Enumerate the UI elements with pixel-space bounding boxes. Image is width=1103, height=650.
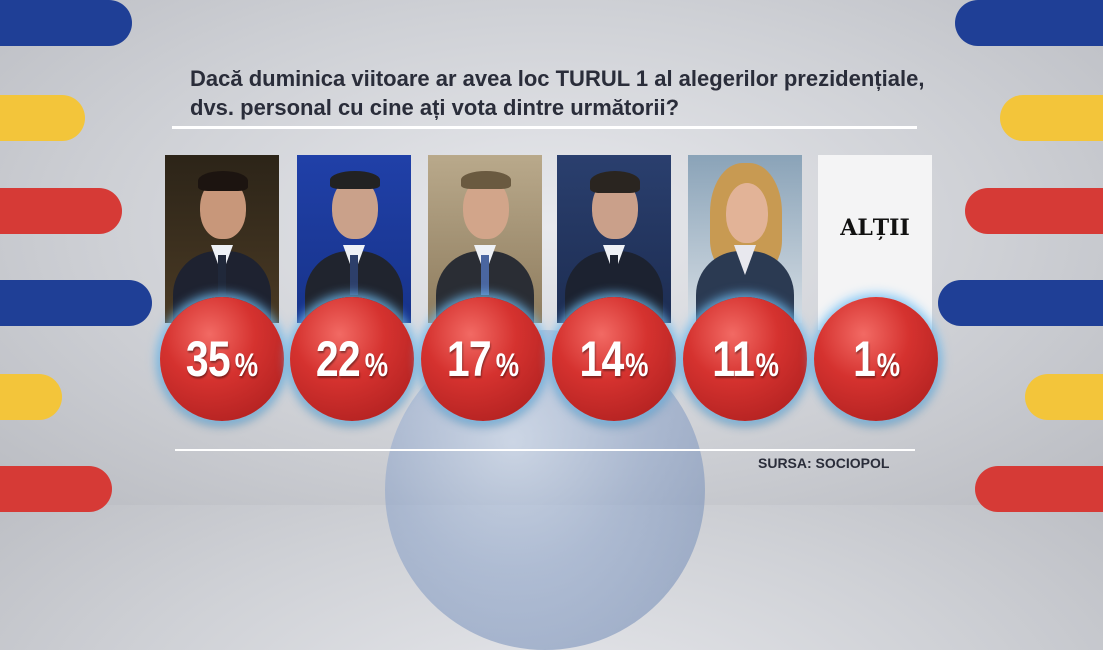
decor-stripe-yellow bbox=[1025, 374, 1103, 420]
value-label-6: 1 bbox=[852, 331, 876, 387]
decor-stripe-yellow bbox=[0, 374, 62, 420]
decor-stripe-red bbox=[975, 466, 1103, 512]
value-label-1: 35 bbox=[186, 331, 231, 387]
value-label-2: 22 bbox=[316, 331, 361, 387]
value-bubble-3: 17% bbox=[421, 297, 545, 421]
percent-sign: % bbox=[755, 347, 778, 383]
decor-stripe-blue bbox=[0, 280, 152, 326]
value-label-3: 17 bbox=[447, 331, 492, 387]
footer-divider bbox=[175, 449, 915, 451]
candidate-photo-5 bbox=[688, 155, 802, 323]
percent-sign: % bbox=[876, 347, 900, 383]
decor-stripe-blue bbox=[0, 0, 132, 46]
decor-stripe-red bbox=[0, 466, 112, 512]
percent-sign: % bbox=[365, 347, 388, 383]
value-bubble-2: 22% bbox=[290, 297, 414, 421]
value-bubble-4: 14% bbox=[552, 297, 676, 421]
value-label-4: 14 bbox=[579, 331, 625, 387]
title-divider bbox=[172, 126, 917, 129]
decor-stripe-red bbox=[0, 188, 122, 234]
question-title: Dacă duminica viitoare ar avea loc TURUL… bbox=[190, 66, 925, 120]
value-bubble-6: 1% bbox=[814, 297, 938, 421]
decor-stripe-blue bbox=[938, 280, 1103, 326]
decor-stripe-yellow bbox=[0, 95, 85, 141]
decor-stripe-red bbox=[965, 188, 1103, 234]
source-label: SURSA: SOCIOPOL bbox=[758, 455, 890, 471]
value-bubble-5: 11% bbox=[683, 297, 807, 421]
others-label: ALȚII bbox=[840, 215, 910, 241]
decor-stripe-yellow bbox=[1000, 95, 1103, 141]
value-bubble-1: 35% bbox=[160, 297, 284, 421]
percent-sign: % bbox=[625, 347, 649, 383]
percent-sign: % bbox=[496, 347, 519, 383]
percent-sign: % bbox=[235, 347, 258, 383]
value-label-5: 11 bbox=[712, 331, 755, 387]
decor-stripe-blue bbox=[955, 0, 1103, 46]
